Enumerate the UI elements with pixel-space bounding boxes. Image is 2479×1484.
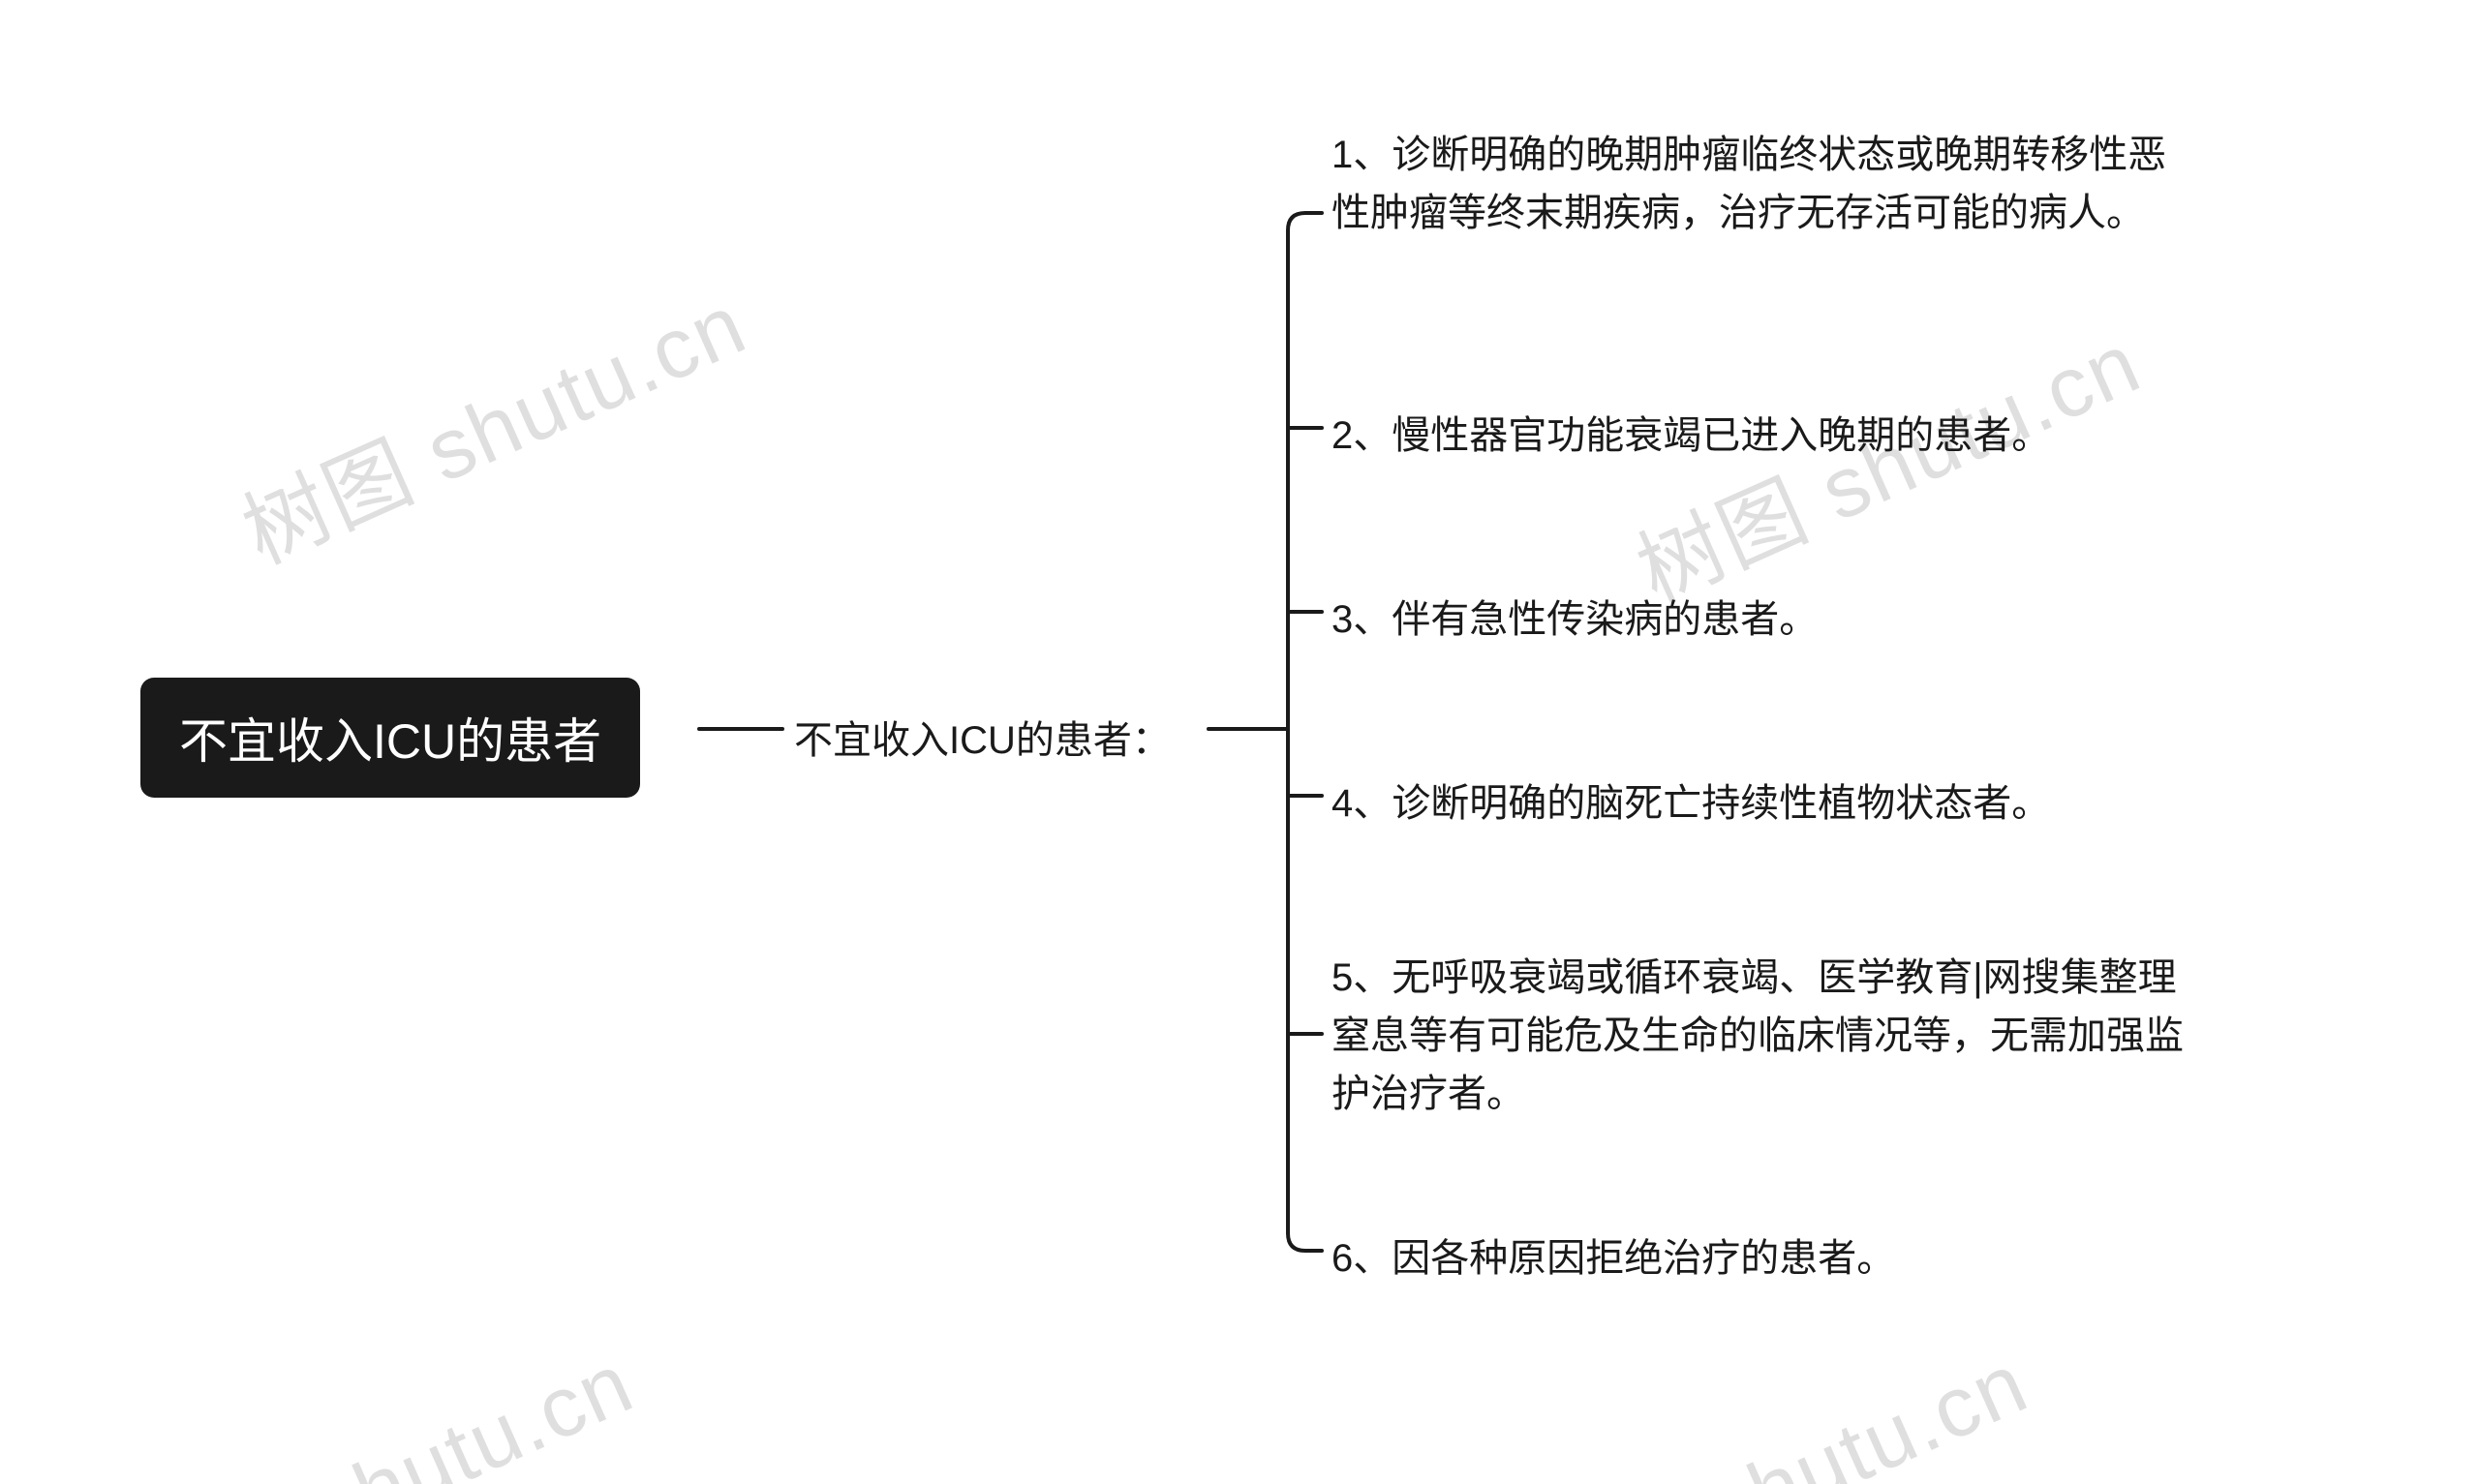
leaf-node: 3、伴有急性传染病的患者。 <box>1331 591 2203 649</box>
watermark: 树图 shutu.cn <box>221 257 762 588</box>
watermark: shutu.cn <box>1694 1333 2042 1484</box>
watermark: shutu.cn <box>299 1333 648 1484</box>
leaf-node: 4、诊断明确的脑死亡持续性植物状态者。 <box>1331 774 2203 833</box>
leaf-node: 5、无呼吸衰竭或循环衰竭、医学教育|网搜集整理窒息等有可能危及生命的临床情况等，… <box>1331 949 2203 1123</box>
leaf-node: 1、诊断明确的晚期肿瘤临终状态或晚期转移性恶性肿瘤等终末期疾病，治疗无存活可能的… <box>1331 126 2203 242</box>
leaf-node: 6、因各种原因拒绝治疗的患者。 <box>1331 1229 2203 1287</box>
diagram-stage: 树图 shutu.cn 树图 shutu.cn shutu.cn shutu.c… <box>0 0 2479 1484</box>
leaf-node: 2、慢性器官功能衰竭已进入晚期的患者。 <box>1331 407 2203 465</box>
sub-node: 不宜收入ICU的患者： <box>794 709 1171 765</box>
root-node: 不宜收入ICU的患者 <box>140 678 640 798</box>
